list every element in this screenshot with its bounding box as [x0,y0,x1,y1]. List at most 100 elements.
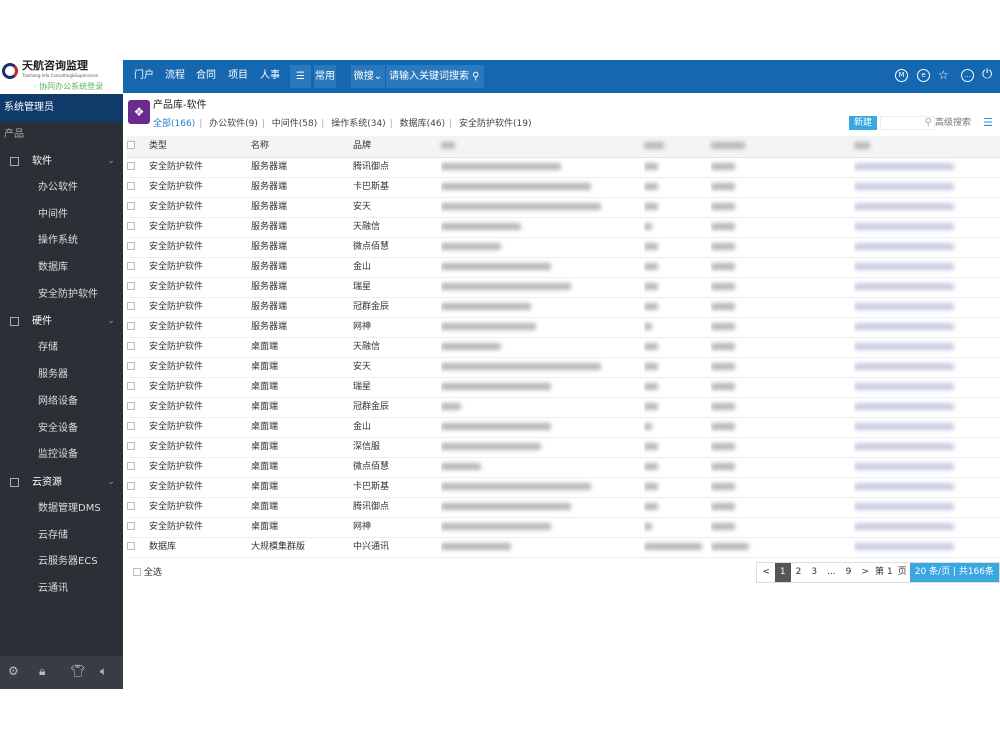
blurred-link[interactable] [854,362,954,370]
row-checkbox[interactable] [127,202,135,210]
list-view-icon[interactable]: ☰ [983,116,993,129]
row-checkbox[interactable] [127,262,135,270]
sidebar-item[interactable]: 网络设备 [38,395,78,407]
row-checkbox[interactable] [127,302,135,310]
col-name[interactable]: 名称 [251,136,353,158]
row-checkbox[interactable] [127,342,135,350]
more-icon[interactable]: … [961,69,974,82]
nav-project[interactable]: 项目 [228,70,248,81]
table-row[interactable]: 安全防护软件 桌面端 卡巴斯基 [127,477,1000,498]
table-row[interactable]: 安全防护软件 桌面端 瑞星 [127,377,1000,398]
page-9[interactable]: 9 [845,566,852,577]
blurred-link[interactable] [854,182,954,190]
shirt-icon[interactable]: 👕︎ [70,664,86,678]
blurred-link[interactable] [854,162,954,170]
select-all-checkbox[interactable] [133,568,141,576]
table-row[interactable]: 安全防护软件 服务器端 安天 [127,197,1000,218]
nav-contract[interactable]: 合同 [196,70,216,81]
blurred-link[interactable] [854,502,954,510]
tab-database[interactable]: 数据库(46) [399,119,446,129]
prev-page[interactable]: < [762,566,770,577]
row-checkbox[interactable] [127,402,135,410]
blurred-link[interactable] [854,422,954,430]
header-checkbox[interactable] [127,141,135,150]
table-row[interactable]: 安全防护软件 服务器端 天融信 [127,217,1000,238]
blurred-link[interactable] [854,342,954,350]
blurred-link[interactable] [854,302,954,310]
sidebar-item[interactable]: 云通讯 [38,582,68,594]
table-row[interactable]: 安全防护软件 桌面端 微点佰慧 [127,457,1000,478]
group-hardware[interactable]: 硬件 ⌄ [0,308,123,335]
power-icon[interactable]: ⏻ [982,67,993,82]
blurred-link[interactable] [854,382,954,390]
blurred-link[interactable] [854,442,954,450]
sidebar-item[interactable]: 云服务器ECS [38,556,98,568]
table-row[interactable]: 安全防护软件 服务器端 金山 [127,257,1000,278]
blurred-link[interactable] [854,242,954,250]
row-checkbox[interactable] [127,362,135,370]
blurred-link[interactable] [854,402,954,410]
table-row[interactable]: 安全防护软件 桌面端 深信服 [127,437,1000,458]
new-button[interactable]: 新建 [849,116,877,130]
nav-portal[interactable]: 门户 [134,70,154,81]
blurred-link[interactable] [854,262,954,270]
tab-all[interactable]: 全部(166) [153,119,196,129]
star-icon[interactable]: ☆ [938,68,949,82]
table-row[interactable]: 安全防护软件 桌面端 腾讯御点 [127,497,1000,518]
quick-search-input[interactable]: ⚲ [880,116,935,130]
user-name[interactable]: 系统管理员 [0,94,123,122]
table-row[interactable]: 安全防护软件 桌面端 天融信 [127,337,1000,358]
table-row[interactable]: 数据库 大规模集群版 中兴通讯 [127,537,1000,558]
sidebar-item[interactable]: 云存储 [38,529,68,541]
search-input[interactable]: 请输入关键词搜索 ⚲ [386,65,484,88]
page-1[interactable]: 1 [774,562,791,582]
table-row[interactable]: 安全防护软件 服务器端 网神 [127,317,1000,338]
nav-hr[interactable]: 人事 [260,70,280,81]
row-checkbox[interactable] [127,522,135,530]
sidebar-item[interactable]: 数据库 [38,262,68,274]
row-checkbox[interactable] [127,222,135,230]
row-checkbox[interactable] [127,182,135,190]
row-checkbox[interactable] [127,382,135,390]
nav-workflow[interactable]: 流程 [165,70,185,81]
col-brand[interactable]: 品牌 [353,136,441,158]
row-checkbox[interactable] [127,322,135,330]
next-page[interactable]: > [861,566,869,577]
tab-os[interactable]: 操作系统(34) [331,119,386,129]
sidebar-item[interactable]: 监控设备 [38,449,78,461]
row-checkbox[interactable] [127,542,135,550]
blurred-link[interactable] [854,202,954,210]
e-icon[interactable]: e [917,69,930,82]
table-row[interactable]: 安全防护软件 桌面端 冠群金辰 [127,397,1000,418]
row-checkbox[interactable] [127,282,135,290]
blurred-link[interactable] [854,322,954,330]
sound-icon[interactable]: 🔈︎ [100,664,108,678]
sidebar-item[interactable]: 中间件 [38,208,68,220]
page-2[interactable]: 2 [795,566,802,577]
common-button[interactable]: 常用 [314,65,336,88]
sidebar-item[interactable]: 安全设备 [38,422,78,434]
table-row[interactable]: 安全防护软件 服务器端 冠群金辰 [127,297,1000,318]
blurred-link[interactable] [854,542,954,550]
row-checkbox[interactable] [127,442,135,450]
table-row[interactable]: 安全防护软件 服务器端 微点佰慧 [127,237,1000,258]
goto-page-input[interactable]: 1 [886,566,893,577]
row-checkbox[interactable] [127,482,135,490]
col-type[interactable]: 类型 [149,136,251,158]
sidebar-item[interactable]: 办公软件 [38,182,78,193]
sidebar-item[interactable]: 服务器 [38,369,68,381]
blurred-link[interactable] [854,462,954,470]
blurred-link[interactable] [854,282,954,290]
table-row[interactable]: 安全防护软件 桌面端 安天 [127,357,1000,378]
row-checkbox[interactable] [127,242,135,250]
blurred-link[interactable] [854,522,954,530]
page-size-info[interactable]: 20 条/页 | 共166条 [909,562,999,582]
advanced-search-button[interactable]: 高级搜索 [935,118,972,128]
tab-security[interactable]: 安全防护软件(19) [459,119,532,129]
tab-middleware[interactable]: 中间件(58) [271,119,318,129]
table-row[interactable]: 安全防护软件 桌面端 网神 [127,517,1000,538]
table-row[interactable]: 安全防护软件 服务器端 卡巴斯基 [127,177,1000,198]
sidebar-item[interactable]: 存储 [38,342,58,354]
settings-icon[interactable]: ⚙ [8,664,19,678]
row-checkbox[interactable] [127,162,135,170]
